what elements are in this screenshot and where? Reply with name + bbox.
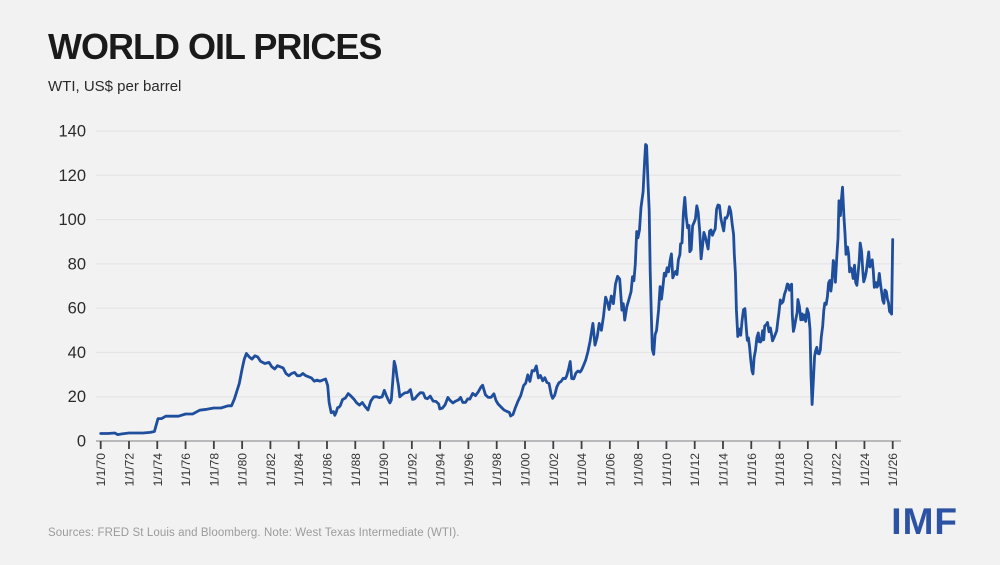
x-tick-label: 1/1/96 — [462, 453, 476, 487]
x-tick-label: 1/1/26 — [886, 453, 900, 487]
x-tick-label: 1/1/18 — [773, 453, 787, 487]
x-tick-label: 1/1/90 — [377, 453, 391, 487]
y-tick-label: 140 — [58, 123, 86, 141]
x-tick-label: 1/1/98 — [490, 453, 504, 487]
x-tick-label: 1/1/22 — [830, 453, 844, 487]
y-tick-label: 120 — [58, 167, 86, 185]
y-tick-label: 0 — [77, 433, 86, 451]
x-tick-label: 1/1/78 — [207, 453, 221, 487]
line-chart: 0 20 40 60 80 100 120 140 1/1/70 1/1/72 1/1/74 1/1/… — [0, 110, 1000, 510]
y-tick-label: 60 — [68, 300, 86, 318]
x-tick-label: 1/1/92 — [405, 453, 419, 487]
x-tick-label: 1/1/24 — [858, 453, 872, 487]
x-tick-label: 1/1/72 — [122, 453, 136, 487]
y-tick-label: 100 — [58, 211, 86, 229]
x-tick-label: 1/1/08 — [632, 453, 646, 487]
x-tick-label: 1/1/10 — [660, 453, 674, 487]
y-tick-label: 20 — [68, 388, 86, 406]
imf-logo: IMF — [891, 501, 958, 542]
line-chart-svg: 0 20 40 60 80 100 120 140 1/1/70 1/1/72 1/1/74 1/1/… — [58, 123, 901, 487]
y-tick-label: 80 — [68, 255, 86, 273]
x-tick-label: 1/1/70 — [94, 453, 108, 487]
x-tick-label: 1/1/02 — [547, 453, 561, 487]
chart-subtitle: WTI, US$ per barrel — [48, 78, 182, 95]
x-tick-label: 1/1/00 — [518, 453, 532, 487]
x-tick-label: 1/1/74 — [151, 453, 165, 487]
x-tick-label: 1/1/16 — [745, 453, 759, 487]
x-tick-label: 1/1/86 — [320, 453, 334, 487]
x-tick-label: 1/1/94 — [434, 453, 448, 487]
x-tick-label: 1/1/12 — [688, 453, 702, 487]
y-tick-label: 40 — [68, 344, 86, 362]
x-tick-label: 1/1/20 — [801, 453, 815, 487]
x-tick-label: 1/1/82 — [264, 453, 278, 487]
x-tick-label: 1/1/04 — [575, 453, 589, 487]
x-tick-label: 1/1/88 — [349, 453, 363, 487]
price-line — [99, 143, 895, 436]
x-tick-label: 1/1/84 — [292, 453, 306, 487]
x-tick-label: 1/1/06 — [603, 453, 617, 487]
chart-title: WORLD OIL PRICES — [48, 26, 382, 67]
x-tick-label: 1/1/80 — [236, 453, 250, 487]
source-note: Sources: FRED St Louis and Bloomberg. No… — [48, 527, 460, 539]
x-tick-label: 1/1/76 — [179, 453, 193, 487]
x-tick-label: 1/1/14 — [716, 453, 730, 487]
